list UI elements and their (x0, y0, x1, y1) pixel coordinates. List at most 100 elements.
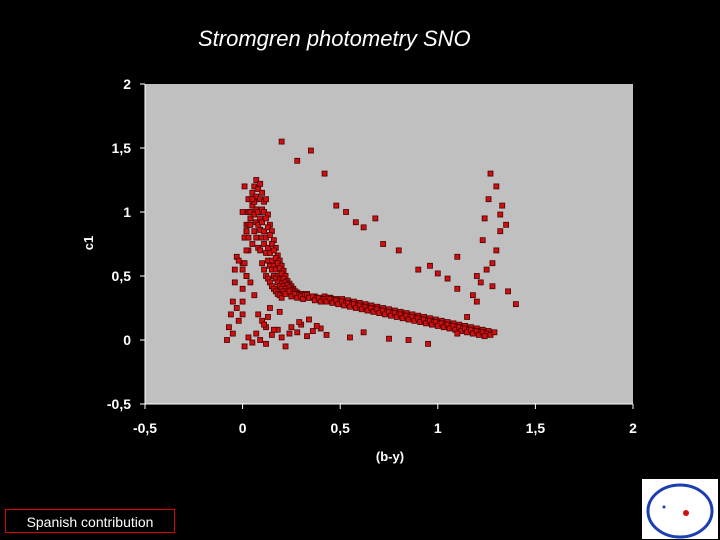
data-point (231, 266, 238, 273)
data-point (485, 196, 492, 203)
data-point (499, 202, 506, 209)
data-point (259, 189, 266, 196)
y-tick-label: 0,5 (112, 268, 132, 284)
data-point (306, 316, 312, 323)
y-axis-title: c1 (81, 236, 96, 250)
data-point (239, 266, 246, 273)
data-point (270, 326, 277, 333)
data-point (454, 253, 461, 260)
data-point (231, 279, 238, 286)
data-point (497, 211, 504, 218)
data-point (352, 219, 359, 226)
x-tick-label: 1,5 (526, 420, 546, 436)
data-point (300, 296, 307, 302)
data-point (243, 228, 250, 235)
data-point (247, 215, 254, 222)
data-point (278, 334, 285, 341)
data-point (263, 215, 269, 222)
data-point (470, 292, 476, 299)
data-point (473, 298, 480, 305)
y-tick-label: 2 (123, 76, 131, 92)
data-point (263, 196, 269, 203)
chart-title-text: Stromgren photometry SNO (198, 26, 471, 51)
data-point (255, 311, 262, 318)
data-point (243, 247, 250, 254)
data-point (251, 292, 258, 299)
data-point (309, 328, 316, 334)
data-point (481, 215, 488, 222)
data-point (239, 209, 246, 215)
data-point (276, 308, 283, 315)
data-point (224, 337, 230, 343)
data-point (268, 241, 275, 247)
institute-logo-icon (642, 479, 718, 539)
data-point (261, 321, 267, 328)
data-point (380, 241, 387, 247)
tick-labels: -0,5 0 0,5 1 1,5 2 2 1,5 1 0,5 0 -0,5 (107, 76, 637, 436)
data-point (243, 273, 250, 279)
data-point (323, 331, 330, 338)
data-point (267, 305, 273, 311)
data-point (347, 334, 353, 341)
x-tick-label: -0,5 (133, 420, 157, 436)
data-point (454, 330, 461, 337)
x-tick-label: 0 (239, 420, 247, 436)
data-point (257, 180, 264, 187)
data-point (241, 260, 248, 267)
data-point (294, 329, 301, 336)
data-point (282, 343, 289, 350)
data-point (395, 247, 402, 254)
data-point (259, 260, 266, 267)
spanish-contribution-label: Spanish contribution (5, 509, 175, 533)
data-point (261, 228, 267, 235)
data-point (481, 333, 488, 340)
data-point (263, 340, 269, 347)
data-point (313, 323, 320, 329)
data-point (278, 138, 285, 145)
data-point (444, 275, 451, 282)
data-point (321, 170, 328, 177)
data-point (229, 330, 236, 337)
data-point (265, 314, 271, 320)
data-point (288, 324, 295, 331)
data-point (245, 334, 252, 341)
x-tick-label: 0,5 (330, 420, 350, 436)
data-points (224, 138, 519, 350)
data-point (512, 301, 519, 308)
data-point (477, 279, 484, 286)
data-point (239, 298, 246, 305)
data-point (226, 324, 232, 331)
data-point (227, 311, 234, 318)
data-point (239, 311, 246, 318)
data-point (294, 157, 301, 164)
data-point (251, 228, 258, 235)
data-point (415, 266, 422, 273)
data-point (229, 298, 236, 305)
data-point (245, 234, 252, 241)
data-point (343, 209, 349, 215)
data-point (259, 219, 266, 226)
data-point (235, 317, 242, 324)
data-point (503, 221, 510, 228)
data-point (247, 221, 254, 228)
data-point (261, 266, 267, 273)
data-point (249, 189, 256, 196)
data-point (249, 339, 256, 346)
data-point (489, 260, 496, 267)
x-axis-title: (b-y) (376, 449, 404, 464)
data-point (241, 183, 248, 190)
data-point (235, 257, 242, 264)
data-point (425, 340, 431, 347)
data-point (454, 285, 461, 292)
data-point (268, 331, 275, 338)
data-point (270, 247, 277, 254)
data-point (427, 262, 433, 269)
data-point (483, 266, 490, 273)
data-point (434, 270, 441, 277)
data-point (473, 273, 480, 279)
y-tick-label: 0 (123, 332, 131, 348)
data-point (487, 170, 494, 177)
data-point (257, 247, 264, 254)
y-tick-label: 1 (123, 204, 131, 220)
data-point (405, 337, 412, 343)
